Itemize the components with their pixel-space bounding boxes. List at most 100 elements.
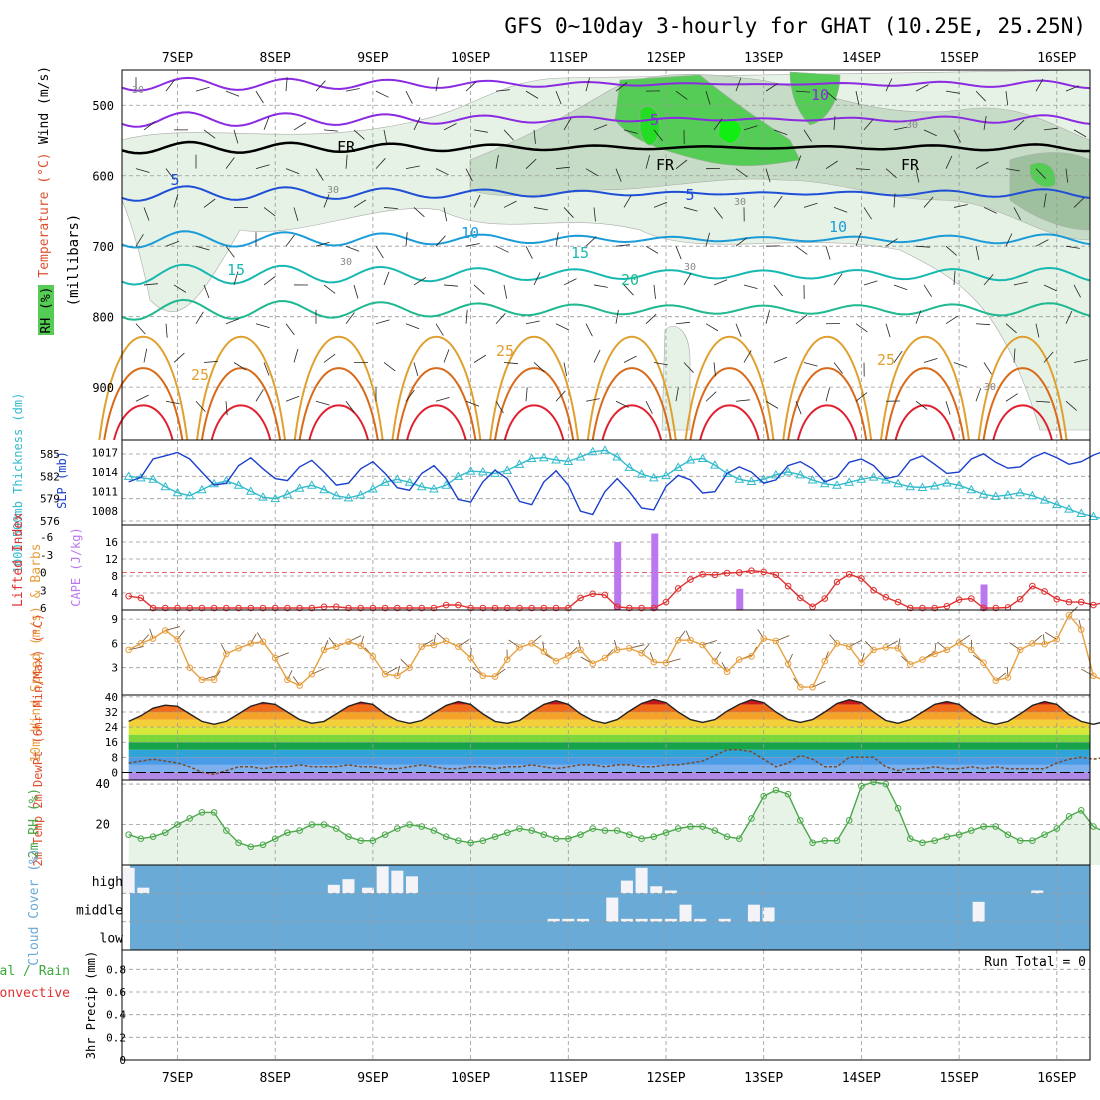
wind-barb — [885, 238, 898, 247]
day-label-top: 9SEP — [357, 51, 388, 66]
daytime-isotherm — [586, 336, 677, 441]
rh-line-point — [540, 831, 548, 838]
panel-frames — [121, 69, 1091, 1061]
thickness-line-point — [624, 462, 635, 471]
wind-barb — [623, 284, 634, 296]
thickness-line-point — [453, 471, 464, 480]
wind-barb-10m — [934, 643, 937, 654]
thickness-line-point — [1051, 499, 1062, 509]
wind-speed-line — [128, 613, 1100, 688]
daytime-isotherm — [406, 404, 467, 441]
wind-barb — [773, 129, 788, 136]
wind-barb-10m — [287, 670, 293, 681]
wind-barb — [323, 353, 336, 363]
wind-barb-10m — [641, 644, 650, 654]
wind-barb — [345, 312, 355, 324]
isotherm-10 — [121, 230, 1091, 249]
rh-line-point — [833, 837, 841, 845]
wind-speed-line-point — [1029, 640, 1036, 647]
wind-barb-10m — [1007, 667, 1009, 678]
wind-barb — [555, 323, 569, 331]
lifted-index-line-point — [1016, 595, 1024, 603]
lifted-index-line-point — [919, 604, 926, 612]
wind-barb — [263, 276, 276, 286]
temp-band — [128, 764, 1090, 773]
wind-speed-line-point — [1041, 640, 1048, 648]
cape-bar — [614, 542, 622, 610]
wind-barb-10m — [958, 634, 971, 643]
thickness-line-point — [819, 478, 830, 488]
daytime-isotherm — [196, 336, 286, 441]
wind-barb — [1005, 393, 1018, 402]
daytime-isotherm — [591, 367, 672, 441]
contour-label: 5 — [685, 186, 694, 204]
wind-speed-line-point — [968, 646, 975, 654]
wind-barb — [915, 84, 929, 92]
wind-barb-10m — [1078, 619, 1082, 630]
wind-speed-line-point — [687, 636, 694, 644]
rh-shade-bright — [717, 117, 743, 144]
lifted-index-line-point — [357, 604, 364, 612]
rh-line-point — [772, 786, 780, 794]
lifted-index-line-point — [992, 604, 1000, 612]
thickness-line-point — [905, 481, 916, 491]
wind-barb — [645, 401, 653, 414]
wind-speed-line-point — [821, 657, 829, 665]
rh-line-point — [821, 837, 829, 845]
wind-barb-10m — [685, 630, 691, 641]
lifted-index-line-point — [516, 604, 523, 612]
wind-speed-line-point — [1053, 636, 1061, 643]
slp-thickness-panel: 585 582 579 576 1017 1014 1011 1008 1000-500mb T… — [11, 393, 1100, 573]
contour-label: 20 — [621, 271, 639, 289]
lifted-index-line-point — [662, 598, 670, 606]
lifted-index-line-point — [650, 604, 658, 612]
rh-tick: 40 — [96, 777, 110, 791]
wind-barb — [503, 129, 514, 141]
wind-speed-line-point — [503, 656, 511, 663]
day-label-bottom: 12SEP — [646, 1071, 685, 1086]
rh-line — [128, 781, 1100, 848]
wind-barb — [405, 389, 415, 402]
wind-barb — [525, 320, 540, 325]
wind-barb-10m — [256, 632, 264, 642]
wind-barb — [435, 77, 439, 92]
thickness-line-point — [795, 469, 806, 479]
wind-speed-line-point — [442, 637, 450, 645]
wind-barb — [1013, 207, 1021, 220]
wind-barb — [683, 362, 694, 373]
wind-barb — [203, 198, 216, 208]
wind-speed-line-point — [894, 644, 902, 652]
wind-speed-line-point — [1065, 611, 1073, 619]
freezing-level — [121, 140, 1091, 155]
temperature-line — [128, 698, 1100, 726]
upper-air-panel: -5 10 FR FR FR 5 5 10 10 15 15 20 25 25 25 30 30 30 30 30 30… — [37, 66, 1091, 441]
wind-barb — [615, 309, 619, 324]
rh-line-point — [137, 835, 145, 842]
wind-barb — [1035, 323, 1040, 338]
lifted-index-line-point — [223, 604, 230, 612]
wind-barb — [293, 207, 299, 222]
rh-line-point — [369, 837, 377, 845]
wind-barb-10m — [812, 680, 826, 688]
thickness-line-point — [319, 484, 329, 494]
wind-speed-line-point — [161, 627, 169, 634]
wind-barb-10m — [578, 639, 581, 650]
wind-barb — [383, 207, 398, 209]
wind-barb — [893, 126, 908, 131]
run-total: Run Total = 0 — [984, 955, 1086, 970]
wind-barb — [563, 362, 568, 377]
wind-barb — [285, 234, 295, 247]
wind-barb — [233, 129, 239, 144]
rh-line-point — [589, 825, 597, 832]
wind-barb — [593, 349, 601, 363]
thickness-line-point — [807, 475, 818, 484]
cloud-bar — [376, 866, 389, 894]
precip-tick: 0.4 — [106, 1009, 126, 1022]
wind-barb — [1073, 359, 1088, 363]
wind-barb — [593, 284, 608, 288]
wind-barb — [563, 117, 572, 131]
wind-barb-10m — [865, 641, 874, 651]
wind-barb — [345, 154, 348, 169]
lifted-index-line-point — [699, 570, 706, 578]
wind-barb — [653, 362, 668, 366]
